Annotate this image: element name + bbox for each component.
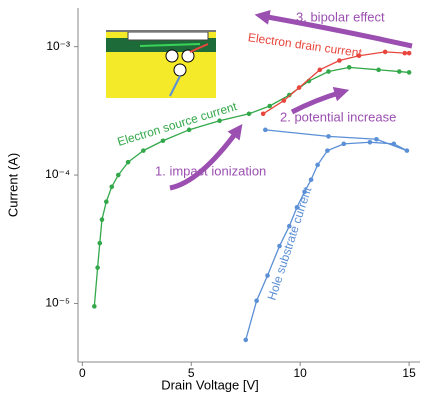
data-point — [265, 273, 270, 278]
series — [260, 49, 412, 117]
electron-path — [139, 43, 201, 47]
data-point — [302, 189, 307, 195]
data-point — [315, 162, 320, 168]
data-point — [92, 304, 97, 309]
data-point — [263, 127, 268, 133]
data-point — [186, 127, 192, 133]
x-tick-label: 10 — [294, 366, 308, 380]
data-point — [294, 205, 300, 210]
data-point — [374, 136, 379, 142]
series-line — [93, 66, 410, 307]
y-tick-label: 10⁻³ — [46, 39, 70, 53]
data-point — [406, 70, 412, 75]
arrow — [290, 86, 350, 115]
data-point — [109, 184, 115, 190]
data-point — [97, 240, 103, 246]
data-point — [243, 337, 249, 343]
data-point — [95, 265, 100, 270]
data-point — [402, 50, 408, 56]
data-point — [267, 103, 272, 109]
electron — [181, 49, 195, 63]
data-point — [317, 67, 323, 73]
data-point — [217, 118, 222, 124]
series-label: Electron drain current — [247, 30, 363, 60]
data-point — [367, 139, 373, 145]
data-point — [406, 50, 412, 56]
data-point — [125, 159, 131, 165]
data-point — [325, 148, 330, 153]
y-tick-label: 10⁻⁵ — [45, 296, 70, 310]
data-point — [286, 223, 292, 229]
data-point — [277, 243, 282, 249]
data-point — [337, 58, 342, 63]
series-line — [262, 51, 410, 115]
x-tick-label: 5 — [188, 366, 195, 380]
device-inset — [106, 30, 216, 98]
data-point — [404, 148, 410, 153]
arrow — [169, 123, 243, 191]
data-point — [99, 217, 105, 222]
gate — [127, 31, 209, 41]
data-point — [326, 134, 331, 139]
hole-path — [169, 75, 181, 97]
data-point — [341, 141, 347, 147]
series-line — [245, 129, 408, 341]
electron — [165, 49, 179, 63]
data-point — [326, 69, 331, 74]
data-point — [141, 148, 146, 153]
annotation: 2. potential increase — [280, 109, 396, 124]
data-point — [104, 199, 109, 205]
data-point — [376, 67, 381, 73]
arrow — [254, 9, 413, 49]
series-label: Electron source current — [116, 99, 239, 149]
annotation: 1. impact ionization — [155, 163, 266, 178]
x-tick-label: 15 — [402, 366, 416, 380]
y-axis-label: Current (A) — [5, 153, 20, 217]
hole — [173, 63, 187, 77]
data-point — [382, 49, 388, 55]
data-point — [308, 177, 314, 183]
data-point — [254, 298, 259, 304]
series — [92, 65, 412, 309]
data-point — [391, 141, 397, 147]
y-tick-label: 10⁻⁴ — [45, 167, 70, 181]
surface — [106, 30, 216, 32]
data-point — [397, 69, 402, 74]
series-label: Hole substrate current — [265, 185, 315, 302]
data-point — [260, 111, 266, 117]
annotation: 3. bipolar effect — [296, 9, 385, 24]
data-point — [115, 172, 121, 178]
data-point — [160, 138, 166, 144]
data-point — [246, 111, 252, 117]
data-point — [346, 65, 352, 70]
data-point — [281, 98, 287, 103]
series — [243, 127, 410, 343]
data-point — [356, 53, 362, 59]
x-tick-label: 0 — [79, 366, 86, 380]
x-axis-label: Drain Voltage [V] — [161, 377, 259, 392]
drain-path — [189, 43, 209, 53]
data-point — [296, 85, 302, 90]
